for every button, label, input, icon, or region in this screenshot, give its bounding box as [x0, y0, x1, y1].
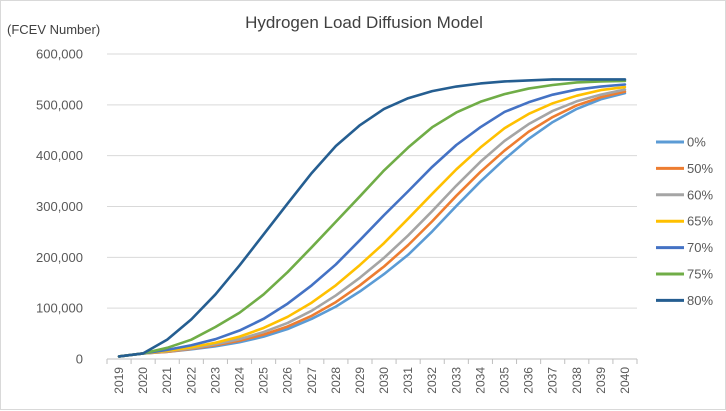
- legend-label-65pct: 65%: [687, 214, 713, 229]
- y-tick-label: 200,000: [36, 250, 83, 265]
- x-tick-label: 2034: [473, 367, 487, 394]
- y-tick-label: 600,000: [36, 47, 83, 62]
- x-tick-label: 2031: [401, 367, 415, 394]
- legend-label-0pct: 0%: [687, 135, 706, 150]
- series-line-65pct: [117, 85, 627, 358]
- y-tick-label: 0: [76, 352, 83, 367]
- x-tick-label: 2019: [112, 367, 126, 394]
- y-tick-label: 300,000: [36, 199, 83, 214]
- chart-title: Hydrogen Load Diffusion Model: [245, 13, 483, 32]
- x-tick-label: 2038: [570, 367, 584, 394]
- x-tick-label: 2028: [329, 367, 343, 394]
- x-tick-label: 2025: [257, 367, 271, 394]
- y-tick-label: 400,000: [36, 148, 83, 163]
- y-axis-unit-label: (FCEV Number): [7, 22, 100, 37]
- x-tick-label: 2032: [425, 367, 439, 394]
- x-tick-label: 2022: [184, 367, 198, 394]
- legend-label-60pct: 60%: [687, 187, 713, 202]
- x-tick-label: 2027: [305, 367, 319, 394]
- x-tick-label: 2035: [498, 367, 512, 394]
- series-line-80pct: [117, 78, 627, 358]
- x-tick-label: 2029: [353, 367, 367, 394]
- x-tick-label: 2030: [377, 367, 391, 394]
- legend-label-50pct: 50%: [687, 161, 713, 176]
- series-line-75pct: [117, 79, 627, 358]
- x-tick-label: 2023: [208, 367, 222, 394]
- series-line-70pct: [117, 83, 627, 358]
- x-tick-label: 2033: [449, 367, 463, 394]
- x-tick-label: 2024: [233, 367, 247, 394]
- x-tick-label: 2021: [160, 367, 174, 394]
- x-tick-label: 2039: [594, 367, 608, 394]
- x-tick-label: 2020: [136, 367, 150, 394]
- legend-label-70pct: 70%: [687, 240, 713, 255]
- x-tick-label: 2026: [281, 367, 295, 394]
- x-tick-label: 2036: [522, 367, 536, 394]
- x-tick-label: 2040: [618, 367, 632, 394]
- x-tick-label: 2037: [546, 367, 560, 394]
- y-tick-label: 500,000: [36, 97, 83, 112]
- legend-label-80pct: 80%: [687, 293, 713, 308]
- y-tick-label: 100,000: [36, 301, 83, 316]
- legend-label-75pct: 75%: [687, 267, 713, 282]
